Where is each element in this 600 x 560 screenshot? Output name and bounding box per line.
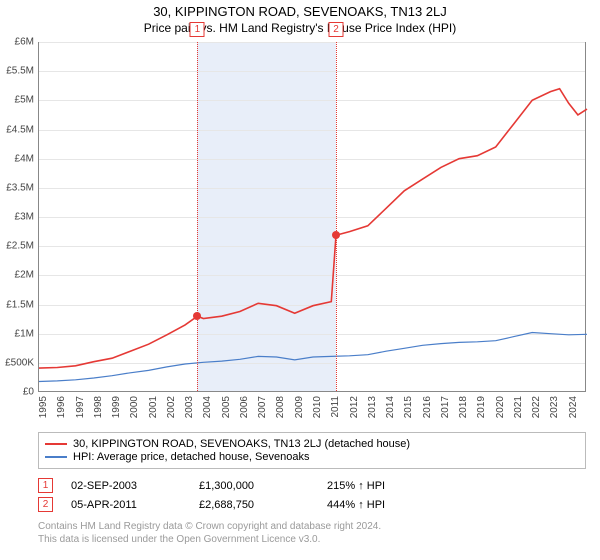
legend-row: HPI: Average price, detached house, Seve… [45,451,579,463]
sale-row: 2 05-APR-2011 £2,688,750 444% ↑ HPI [38,497,586,512]
x-axis-label: 2011 [330,396,341,418]
x-axis-label: 2008 [275,396,286,418]
legend-label: 30, KIPPINGTON ROAD, SEVENOAKS, TN13 2LJ… [73,438,410,450]
x-axis-label: 1995 [38,396,49,418]
y-axis-label: £3.5M [6,182,34,193]
x-axis-label: 2010 [312,396,323,418]
y-axis-label: £0 [23,387,34,398]
y-axis-label: £2.5M [6,241,34,252]
x-axis-label: 2024 [568,396,579,418]
series-hpi [39,333,587,382]
legend-row: 30, KIPPINGTON ROAD, SEVENOAKS, TN13 2LJ… [45,438,579,450]
sale-marker: 1 [38,478,53,493]
sale-point [193,312,201,320]
sale-marker-chart: 1 [190,22,205,37]
sale-price: £2,688,750 [199,499,309,511]
line-series-svg [39,42,587,392]
footer-attribution: Contains HM Land Registry data © Crown c… [38,520,586,546]
legend-box: 30, KIPPINGTON ROAD, SEVENOAKS, TN13 2LJ… [38,432,586,469]
x-axis-label: 2021 [513,396,524,418]
title-block: 30, KIPPINGTON ROAD, SEVENOAKS, TN13 2LJ… [0,0,600,35]
x-axis-label: 2013 [367,396,378,418]
x-axis-label: 2014 [385,396,396,418]
x-axis-label: 2020 [495,396,506,418]
y-axis-label: £5M [15,95,34,106]
x-axis-label: 1997 [75,396,86,418]
sale-price: £1,300,000 [199,480,309,492]
x-axis-label: 2018 [458,396,469,418]
sale-pct: 215% ↑ HPI [327,480,437,492]
y-axis-label: £5.5M [6,66,34,77]
legend-label: HPI: Average price, detached house, Seve… [73,451,309,463]
plot-area: 12 [38,42,586,392]
x-axis-label: 2023 [549,396,560,418]
x-axis-label: 2009 [294,396,305,418]
x-axis-label: 2001 [148,396,159,418]
x-axis-label: 2019 [476,396,487,418]
chart-area: 12 £0£500K£1M£1.5M£2M£2.5M£3M£3.5M£4M£4.… [38,42,586,392]
sale-row: 1 02-SEP-2003 £1,300,000 215% ↑ HPI [38,478,586,493]
x-axis-label: 2002 [166,396,177,418]
sale-pct: 444% ↑ HPI [327,499,437,511]
x-axis-label: 2016 [422,396,433,418]
x-axis-label: 2017 [440,396,451,418]
x-axis-label: 2015 [403,396,414,418]
x-axis-label: 1998 [93,396,104,418]
y-axis-label: £4M [15,153,34,164]
y-axis-label: £1M [15,328,34,339]
x-axis-label: 1996 [56,396,67,418]
sale-vline [336,42,337,391]
sale-vline [197,42,198,391]
footer-line1: Contains HM Land Registry data © Crown c… [38,520,586,533]
y-axis-label: £6M [15,37,34,48]
x-axis-label: 2000 [129,396,140,418]
y-axis-label: £3M [15,212,34,223]
x-axis-label: 2007 [257,396,268,418]
x-axis-label: 2012 [349,396,360,418]
chart-container: 30, KIPPINGTON ROAD, SEVENOAKS, TN13 2LJ… [0,0,600,560]
series-price_paid [39,89,587,368]
x-axis-label: 2022 [531,396,542,418]
footer-line2: This data is licensed under the Open Gov… [38,533,586,546]
y-axis-label: £4.5M [6,124,34,135]
y-axis-label: £500K [5,357,34,368]
title-subtitle: Price paid vs. HM Land Registry's House … [0,21,600,35]
x-axis-label: 2004 [202,396,213,418]
sale-point [332,231,340,239]
y-axis-label: £2M [15,270,34,281]
x-axis-label: 1999 [111,396,122,418]
title-address: 30, KIPPINGTON ROAD, SEVENOAKS, TN13 2LJ [0,4,600,19]
sale-marker-chart: 2 [329,22,344,37]
x-axis-label: 2003 [184,396,195,418]
legend-swatch [45,456,67,458]
x-axis-label: 2006 [239,396,250,418]
sales-table: 1 02-SEP-2003 £1,300,000 215% ↑ HPI 2 05-APR-… [38,474,586,516]
sale-date: 02-SEP-2003 [71,480,181,492]
sale-marker: 2 [38,497,53,512]
y-axis-label: £1.5M [6,299,34,310]
sale-date: 05-APR-2011 [71,499,181,511]
x-axis-label: 2005 [221,396,232,418]
legend-swatch [45,443,67,445]
